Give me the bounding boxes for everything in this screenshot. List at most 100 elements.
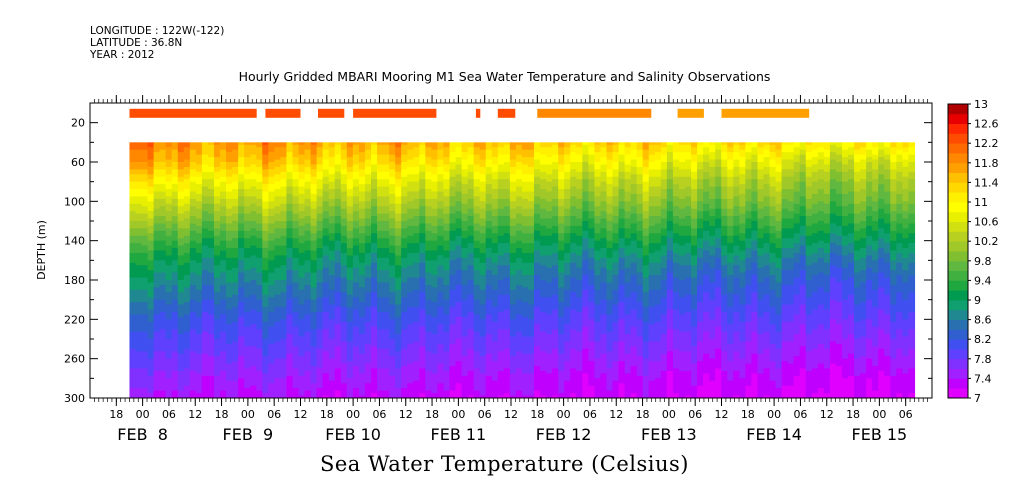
heatmap-cell xyxy=(310,307,318,311)
heatmap-cell xyxy=(177,346,185,350)
heatmap-cell xyxy=(183,270,191,274)
heatmap-cell xyxy=(177,257,185,261)
heatmap-cell xyxy=(147,191,155,195)
heatmap-cell xyxy=(286,341,294,345)
heatmap-cell xyxy=(171,198,179,202)
heatmap-cell xyxy=(244,196,251,200)
heatmap-cell xyxy=(177,193,185,198)
heatmap-cell xyxy=(316,238,324,242)
heatmap-cell xyxy=(292,294,300,298)
heatmap-cell xyxy=(232,297,239,301)
heatmap-cell xyxy=(201,302,209,306)
heatmap-cell xyxy=(183,203,191,207)
heatmap-cell xyxy=(201,174,209,178)
heatmap-cell xyxy=(322,297,330,301)
heatmap-cell xyxy=(232,267,239,271)
heatmap-cell xyxy=(159,218,167,222)
heatmap-cell xyxy=(153,162,161,166)
heatmap-cell xyxy=(220,366,227,370)
heatmap-cell xyxy=(268,255,275,259)
heatmap-cell xyxy=(141,157,149,161)
heatmap-cell xyxy=(298,380,306,384)
heatmap-cell xyxy=(214,351,221,355)
heatmap-cell xyxy=(147,292,155,296)
heatmap-cell xyxy=(177,171,185,175)
heatmap-cell xyxy=(316,373,324,377)
heatmap-cell xyxy=(322,353,330,357)
heatmap-cell xyxy=(201,275,209,279)
heatmap-cell xyxy=(280,233,288,237)
heatmap-cell xyxy=(232,154,239,158)
heatmap-cell xyxy=(195,176,203,180)
heatmap-cell xyxy=(280,159,288,163)
heatmap-cell xyxy=(268,275,275,279)
heatmap-cell xyxy=(274,388,282,392)
heatmap-cell xyxy=(280,373,288,377)
heatmap-cell xyxy=(268,240,275,244)
heatmap-cell xyxy=(226,193,233,198)
heatmap-cell xyxy=(286,324,294,328)
heatmap-cell xyxy=(274,395,282,398)
heatmap-cell xyxy=(171,321,179,325)
heatmap-cell xyxy=(310,331,318,335)
heatmap-cell xyxy=(304,159,312,163)
heatmap-cell xyxy=(189,383,197,387)
heatmap-cell xyxy=(147,262,155,266)
heatmap-cell xyxy=(189,380,197,384)
heatmap-cell xyxy=(286,228,294,232)
heatmap-cell xyxy=(141,294,149,298)
heatmap-cell xyxy=(141,174,149,178)
heatmap-cell xyxy=(268,166,275,170)
heatmap-cell xyxy=(226,176,233,180)
heatmap-cell xyxy=(147,370,155,375)
heatmap-cell xyxy=(226,297,233,301)
heatmap-cell xyxy=(159,331,167,335)
heatmap-cell xyxy=(298,356,306,360)
heatmap-cell xyxy=(220,339,227,343)
heatmap-cell xyxy=(262,329,269,333)
heatmap-cell xyxy=(141,395,149,398)
heatmap-cell xyxy=(274,243,282,247)
heatmap-cell xyxy=(310,179,318,183)
heatmap-cell xyxy=(214,277,221,281)
heatmap-cell xyxy=(214,326,221,330)
heatmap-cell xyxy=(165,289,173,293)
heatmap-cell xyxy=(214,356,221,360)
heatmap-cell xyxy=(129,282,137,286)
heatmap-cell xyxy=(147,339,155,343)
heatmap-cell xyxy=(262,208,269,212)
heatmap-cell xyxy=(244,383,251,387)
heatmap-cell xyxy=(244,252,251,257)
heatmap-cell xyxy=(226,221,233,225)
heatmap-cell xyxy=(280,339,288,343)
heatmap-cell xyxy=(292,174,300,178)
heatmap-cell xyxy=(280,174,288,178)
heatmap-cell xyxy=(310,208,318,212)
heatmap-cell xyxy=(274,324,282,328)
heatmap-cell xyxy=(298,147,306,151)
heatmap-cell xyxy=(328,206,336,210)
heatmap-cell xyxy=(135,275,143,279)
heatmap-cell xyxy=(250,341,257,345)
heatmap-cell xyxy=(183,353,191,357)
heatmap-cell xyxy=(244,329,251,333)
heatmap-cell xyxy=(141,255,149,259)
heatmap-cell xyxy=(201,218,209,222)
heatmap-cell xyxy=(274,208,282,212)
heatmap-cell xyxy=(159,228,167,232)
heatmap-cell xyxy=(250,186,257,190)
heatmap-cell xyxy=(274,366,282,370)
heatmap-cell xyxy=(220,240,227,244)
heatmap-cell xyxy=(256,159,263,163)
heatmap-cell xyxy=(226,260,233,264)
heatmap-cell xyxy=(135,393,143,397)
heatmap-cell xyxy=(129,189,137,193)
heatmap-cell xyxy=(232,157,239,161)
heatmap-cell xyxy=(310,265,318,269)
heatmap-cell xyxy=(310,240,318,244)
heatmap-cell xyxy=(268,235,275,239)
heatmap-cell xyxy=(147,142,155,146)
heatmap-cell xyxy=(214,270,221,274)
heatmap-cell xyxy=(310,149,318,153)
